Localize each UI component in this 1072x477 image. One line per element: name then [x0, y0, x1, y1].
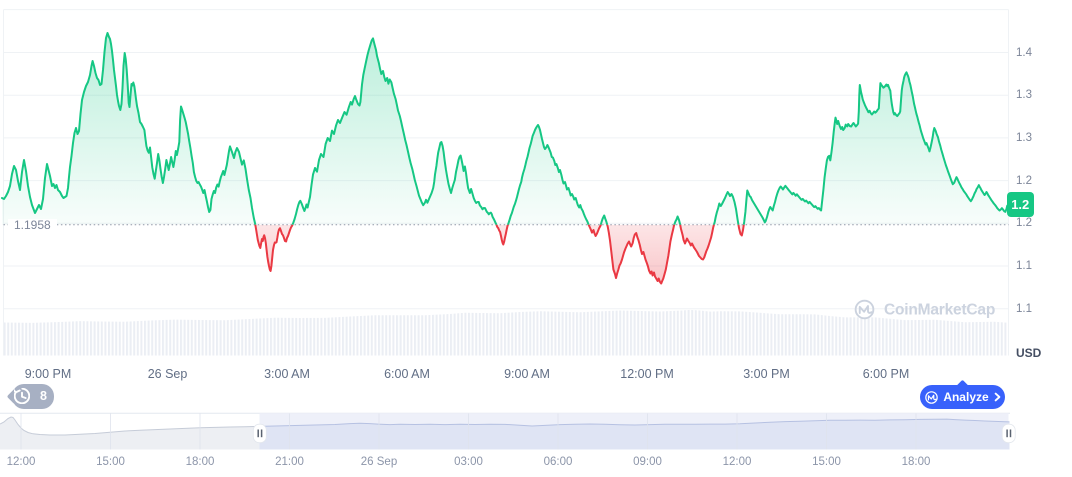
svg-text:CoinMarketCap: CoinMarketCap — [884, 302, 995, 319]
